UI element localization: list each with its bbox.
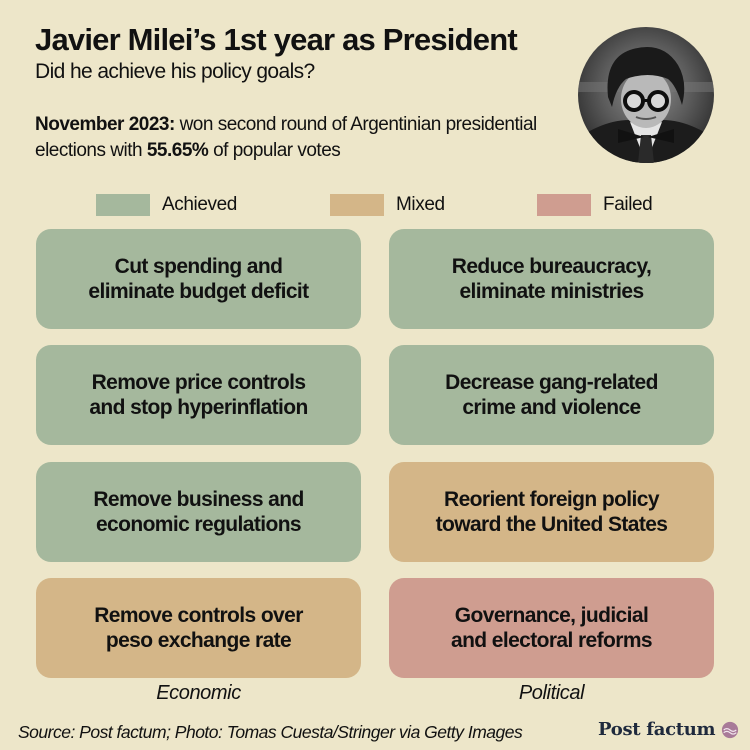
goal-text-line: Remove business and xyxy=(93,488,304,511)
legend-label: Mixed xyxy=(396,194,445,215)
page-subtitle: Did he achieve his policy goals? xyxy=(35,60,315,83)
source-credit: Source: Post factum; Photo: Tomas Cuesta… xyxy=(18,722,523,742)
goal-text-line: Remove controls over xyxy=(94,604,303,627)
vote-share: 55.65% xyxy=(146,140,209,161)
intro-text: November 2023: won second round of Argen… xyxy=(35,112,555,164)
achieved-swatch xyxy=(96,194,150,216)
goal-card-business-regulations: Remove business and economic regulations xyxy=(36,462,361,562)
column-label-political: Political xyxy=(518,682,585,704)
goal-text-line: peso exchange rate xyxy=(105,629,292,652)
intro-date: November 2023: xyxy=(35,114,175,135)
goal-text-line: and electoral reforms xyxy=(451,629,653,652)
goal-card-exchange-rate: Remove controls over peso exchange rate xyxy=(36,578,361,678)
failed-swatch xyxy=(537,194,591,216)
legend: Achieved Mixed Failed xyxy=(0,194,750,218)
intro-text-part1: won second round of Argentinian presiden… xyxy=(35,114,537,161)
goal-card-crime: Decrease gang-related crime and violence xyxy=(389,345,714,445)
goal-text-line: Remove price controls xyxy=(91,371,306,394)
goal-text-line: economic regulations xyxy=(95,513,302,536)
goal-text-line: Governance, judicial xyxy=(454,604,649,627)
goal-card-cut-spending: Cut spending and eliminate budget deficit xyxy=(36,229,361,329)
goal-text-line: Reorient foreign policy xyxy=(444,488,660,511)
goal-text-line: Decrease gang-related xyxy=(445,371,658,394)
goal-text-line: eliminate budget deficit xyxy=(88,280,309,303)
goal-text-line: crime and violence xyxy=(462,396,641,419)
goal-card-reforms: Governance, judicial and electoral reform… xyxy=(389,578,714,678)
goal-text-line: Cut spending and xyxy=(114,255,283,278)
legend-item-failed: Failed xyxy=(537,194,653,216)
goal-text-line: toward the United States xyxy=(435,513,668,536)
brand-logo: Post factum xyxy=(598,719,739,740)
goal-card-bureaucracy: Reduce bureaucracy, eliminate ministries xyxy=(389,229,714,329)
column-label-economic: Economic xyxy=(156,682,241,704)
goal-text-line: eliminate ministries xyxy=(459,280,644,303)
goal-text-line: and stop hyperinflation xyxy=(89,396,308,419)
intro-text-part2: of popular votes xyxy=(208,140,341,161)
goal-card-foreign-policy: Reorient foreign policy toward the United… xyxy=(389,462,714,562)
brand-name: Post factum xyxy=(598,719,716,740)
goal-text-line: Reduce bureaucracy, xyxy=(451,255,652,278)
legend-label: Achieved xyxy=(162,194,237,215)
page-title: Javier Milei’s 1st year as President xyxy=(35,22,518,57)
legend-item-mixed: Mixed xyxy=(330,194,445,216)
legend-label: Failed xyxy=(603,194,653,215)
portrait-photo xyxy=(578,27,714,163)
goal-card-price-controls: Remove price controls and stop hyperinfla… xyxy=(36,345,361,445)
post-factum-logo-icon xyxy=(722,721,739,738)
portrait-icon xyxy=(578,47,714,163)
legend-item-achieved: Achieved xyxy=(96,194,237,216)
mixed-swatch xyxy=(330,194,384,216)
